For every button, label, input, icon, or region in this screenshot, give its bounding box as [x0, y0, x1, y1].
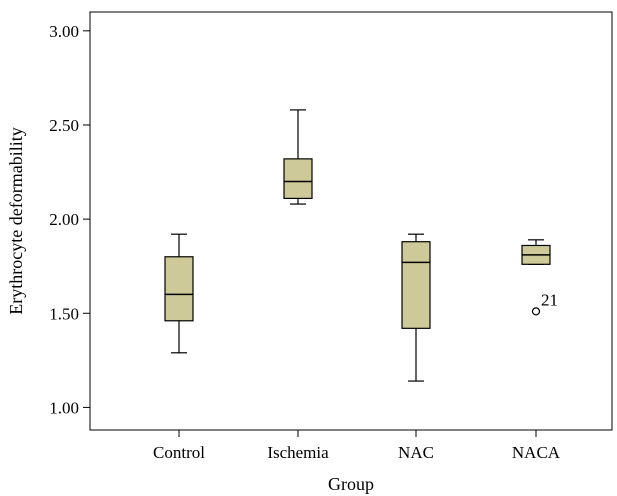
box-group: 21 — [521, 239, 558, 316]
x-tick-label: NACA — [512, 443, 561, 462]
box-group — [401, 233, 431, 382]
iqr-box — [401, 241, 431, 329]
y-tick-label: 1.00 — [49, 398, 79, 417]
x-axis-title: Group — [328, 474, 374, 494]
iqr-box — [164, 256, 194, 322]
box-group — [164, 233, 194, 354]
y-tick-label: 2.00 — [49, 210, 79, 229]
box-group — [283, 109, 313, 205]
x-tick-label: NAC — [398, 443, 434, 462]
x-tick-label: Control — [153, 443, 205, 462]
y-axis: 1.00 1.50 2.00 2.50 3.00 — [49, 22, 90, 417]
iqr-box — [283, 158, 313, 200]
y-axis-title: Erythrocyte deformability — [6, 127, 26, 314]
plot-frame — [89, 11, 613, 431]
boxes: 21 — [164, 109, 558, 382]
y-tick-label: 1.50 — [49, 304, 79, 323]
y-tick-label: 3.00 — [49, 22, 79, 41]
y-tick-label: 2.50 — [49, 116, 79, 135]
x-axis: Control Ischemia NAC NACA — [153, 430, 561, 462]
x-tick-label: Ischemia — [267, 443, 329, 462]
outlier-point — [531, 307, 541, 316]
outlier-label: 21 — [541, 290, 558, 309]
